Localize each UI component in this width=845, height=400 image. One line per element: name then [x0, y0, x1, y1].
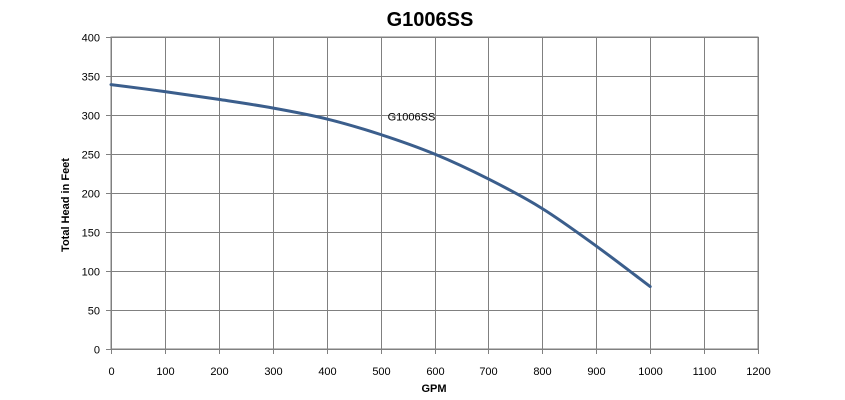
x-tick-label: 1000: [638, 366, 662, 378]
data-point: [110, 83, 113, 86]
y-tick-label: 250: [82, 150, 100, 162]
y-tick-label: 200: [82, 189, 100, 201]
data-point: [433, 153, 436, 156]
y-tick-label: 400: [82, 33, 100, 45]
x-tick-label: 1100: [693, 366, 717, 378]
x-tick-label: 500: [372, 366, 390, 378]
x-tick-label: 1200: [746, 366, 770, 378]
x-tick-label: 0: [108, 366, 114, 378]
data-point: [379, 133, 382, 136]
data-point: [271, 106, 274, 109]
data-point: [595, 245, 598, 248]
x-tick-label: 200: [210, 366, 228, 378]
chart-title: G1006SS: [387, 9, 474, 31]
y-tick-label: 100: [82, 267, 100, 279]
series-label: G1006SS: [388, 112, 436, 124]
series-line: [109, 83, 652, 289]
x-tick-label: 100: [156, 366, 174, 378]
x-tick-label: 600: [426, 366, 444, 378]
x-tick-label: 300: [264, 366, 282, 378]
y-tick-label: 0: [94, 345, 100, 357]
x-axis-ticks: 0 100 200 300 400 500 600 700 800 900 1000 1100 1200: [108, 366, 770, 378]
x-axis-label: GPM: [421, 383, 446, 395]
x-tick-label: 800: [533, 366, 551, 378]
data-point: [487, 177, 490, 180]
grid: [106, 37, 759, 354]
plot-area: [110, 36, 759, 350]
data-point: [649, 285, 652, 288]
data-point: [163, 90, 166, 93]
x-tick-label: 400: [318, 366, 336, 378]
x-tick-label: 700: [479, 366, 497, 378]
y-tick-label: 150: [82, 228, 100, 240]
y-axis-ticks: 0 50 100 150 200 250 300 350 400: [82, 33, 100, 357]
y-tick-label: 50: [88, 306, 100, 318]
data-point: [541, 207, 544, 210]
data-point: [217, 98, 220, 101]
data-point: [325, 117, 328, 120]
y-axis-label: Total Head in Feet: [60, 158, 72, 252]
y-tick-label: 300: [82, 111, 100, 123]
y-tick-label: 350: [82, 72, 100, 84]
series-layer: G1006SS: [109, 83, 652, 289]
x-tick-label: 900: [587, 366, 605, 378]
